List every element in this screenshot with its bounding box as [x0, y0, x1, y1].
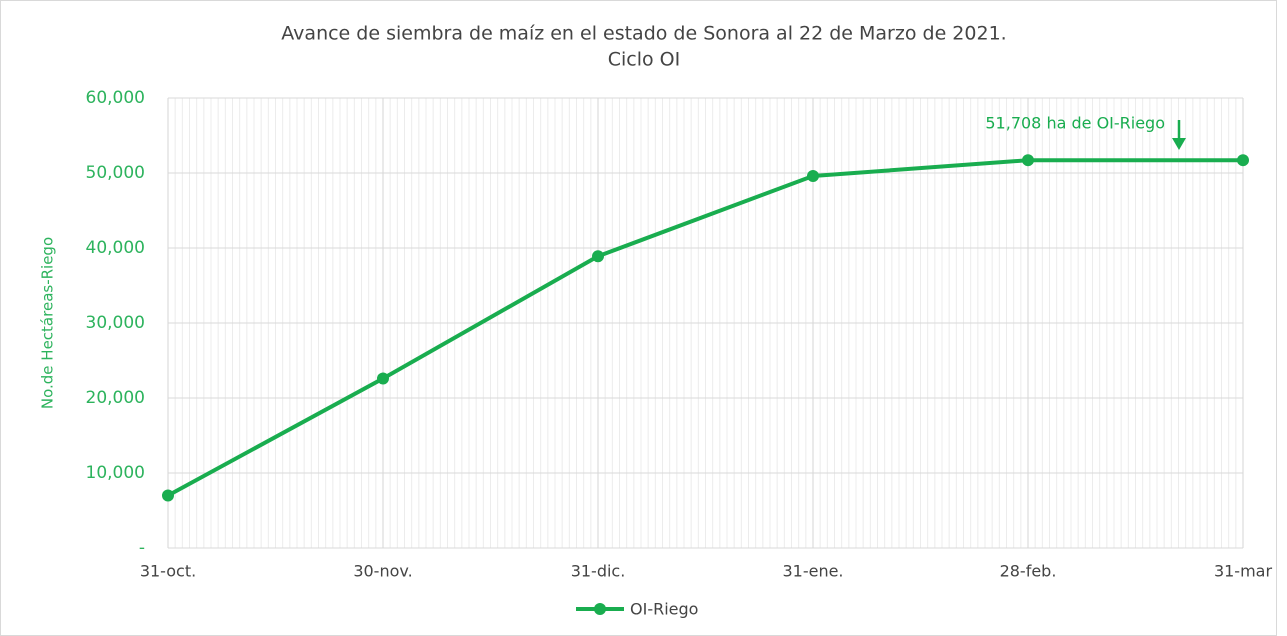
y-tick-label: 60,000 — [86, 88, 145, 108]
chart-title: Avance de siembra de maíz en el estado d… — [281, 23, 1006, 45]
x-tick-label: 28-feb. — [1000, 562, 1057, 581]
x-tick-label: 31-mar — [1214, 562, 1273, 581]
legend-marker — [594, 603, 606, 615]
y-tick-label: 50,000 — [86, 163, 145, 183]
x-tick-label: 30-nov. — [353, 562, 412, 581]
x-tick-label: 31-ene. — [782, 562, 843, 581]
y-tick-label: 40,000 — [86, 238, 145, 258]
series-line — [167, 158, 1243, 498]
y-tick-label: 30,000 — [86, 313, 145, 333]
y-tick-label: - — [139, 538, 145, 558]
x-tick-label: 31-dic. — [571, 562, 626, 581]
data-point — [162, 489, 174, 502]
y-tick-label: 20,000 — [86, 388, 145, 408]
y-axis-label: No.de Hectáreas-Riego — [39, 237, 57, 409]
annotation: 51,708 ha de OI-Riego — [985, 114, 1165, 133]
data-point — [1237, 154, 1249, 167]
data-point — [807, 170, 819, 182]
y-tick-label: 10,000 — [86, 463, 145, 483]
chart-subtitle: Ciclo OI — [608, 49, 681, 71]
data-point — [592, 250, 604, 263]
x-tick-label: 31-oct. — [140, 562, 196, 581]
annotation-arrowhead — [1172, 138, 1186, 150]
data-point — [1022, 154, 1034, 167]
legend-label: OI-Riego — [630, 600, 698, 619]
data-point — [377, 372, 389, 385]
